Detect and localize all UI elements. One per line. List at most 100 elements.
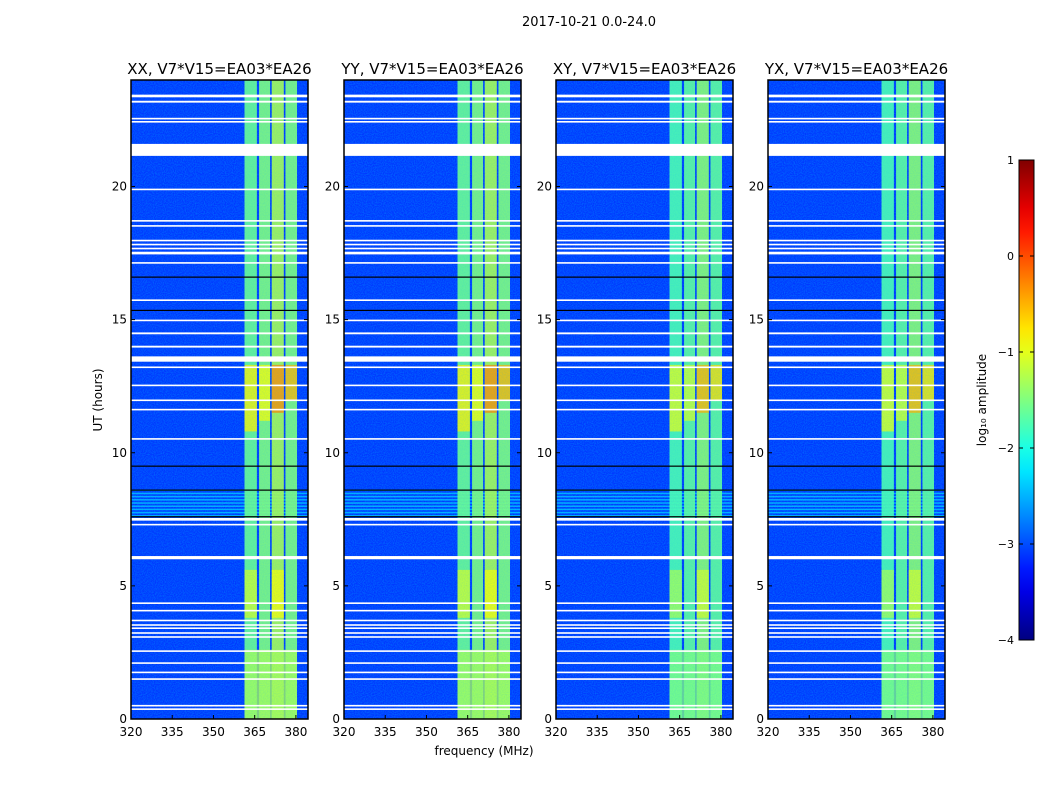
flagged-row bbox=[344, 251, 521, 255]
y-axis-label: UT (hours) bbox=[91, 368, 105, 431]
x-tick-label: 350 bbox=[415, 725, 438, 739]
colorbar-tick-label: 0 bbox=[1007, 250, 1014, 263]
y-tick-label: 20 bbox=[112, 180, 127, 194]
flagged-row bbox=[556, 650, 733, 652]
flagged-row bbox=[768, 438, 945, 440]
striped-row bbox=[768, 499, 945, 501]
flagged-row bbox=[131, 438, 308, 440]
flagged-row bbox=[344, 671, 521, 674]
dark-line bbox=[556, 276, 733, 278]
flagged-row bbox=[344, 708, 521, 710]
flagged-row bbox=[556, 609, 733, 612]
striped-row bbox=[344, 502, 521, 504]
x-tick-label: 380 bbox=[921, 725, 944, 739]
panel-title: XY, V7*V15=EA03*EA26 bbox=[553, 60, 736, 78]
striped-row bbox=[556, 505, 733, 507]
flagged-row bbox=[768, 356, 945, 362]
striped-row bbox=[556, 515, 733, 517]
dark-line bbox=[344, 309, 521, 312]
flagged-row bbox=[344, 399, 521, 402]
flagged-row bbox=[768, 704, 945, 707]
flagged-row bbox=[131, 384, 308, 387]
striped-row bbox=[768, 492, 945, 495]
x-tick-label: 335 bbox=[798, 725, 821, 739]
flagged-row bbox=[768, 319, 945, 322]
flagged-row bbox=[131, 251, 308, 255]
flagged-row bbox=[131, 220, 308, 222]
dark-line bbox=[131, 465, 308, 467]
flagged-row bbox=[768, 384, 945, 387]
flagged-row bbox=[768, 117, 945, 120]
panel-xy: XY, V7*V15=EA03*EA26 0 5 10 15 20 320 335 350 365… bbox=[537, 60, 736, 739]
figure-title: 2017-10-21 0.0-24.0 bbox=[522, 15, 656, 30]
y-tick-label: 20 bbox=[749, 180, 764, 194]
panel-frame bbox=[343, 79, 522, 720]
flagged-row bbox=[131, 517, 308, 521]
heatmap bbox=[344, 80, 521, 719]
flagged-row bbox=[344, 556, 521, 560]
flagged-row bbox=[131, 121, 308, 123]
dark-line bbox=[344, 465, 521, 467]
colorbar-tick-label: −3 bbox=[998, 538, 1014, 551]
flagged-row bbox=[556, 143, 733, 156]
dark-line bbox=[768, 276, 945, 278]
flagged-row bbox=[131, 188, 308, 191]
flagged-row bbox=[556, 704, 733, 707]
striped-row bbox=[131, 511, 308, 514]
flagged-row bbox=[556, 121, 733, 123]
striped-row bbox=[131, 515, 308, 517]
flagged-row bbox=[131, 678, 308, 680]
dark-line bbox=[344, 276, 521, 278]
flagged-row bbox=[344, 225, 521, 227]
x-tick-label: 335 bbox=[586, 725, 609, 739]
flagged-row bbox=[556, 662, 733, 664]
y-tick-label: 10 bbox=[325, 446, 340, 460]
flagged-row bbox=[768, 225, 945, 227]
flagged-row bbox=[556, 619, 733, 622]
flagged-row bbox=[768, 332, 945, 335]
striped-row bbox=[131, 505, 308, 507]
flagged-row bbox=[556, 438, 733, 440]
flagged-row bbox=[344, 332, 521, 335]
dark-line bbox=[556, 489, 733, 491]
colorbar: 1 0 −1 −2 −3 −4 bbox=[998, 154, 1035, 647]
flagged-row bbox=[131, 624, 308, 626]
dark-line bbox=[556, 516, 733, 518]
flagged-row bbox=[131, 708, 308, 710]
x-tick-label: 380 bbox=[709, 725, 732, 739]
flagged-row bbox=[131, 299, 308, 301]
heatmap bbox=[556, 80, 733, 719]
x-tick-label: 380 bbox=[284, 725, 307, 739]
flagged-row bbox=[768, 366, 945, 369]
flagged-row bbox=[556, 399, 733, 402]
panel-frame bbox=[555, 79, 734, 720]
panel-xx: XX, V7*V15=EA03*EA26 0 5 10 15 20 320 335 350 365… bbox=[112, 60, 312, 739]
heatmap bbox=[131, 80, 308, 719]
y-tick-label: 0 bbox=[332, 712, 340, 726]
x-tick-label: 320 bbox=[333, 725, 356, 739]
flagged-row bbox=[556, 100, 733, 103]
flagged-row bbox=[768, 188, 945, 191]
flagged-row bbox=[768, 517, 945, 521]
flagged-row bbox=[556, 94, 733, 98]
panel-title: XX, V7*V15=EA03*EA26 bbox=[127, 60, 311, 78]
flagged-row bbox=[556, 671, 733, 674]
flagged-row bbox=[768, 632, 945, 634]
flagged-row bbox=[768, 627, 945, 630]
panel-frame bbox=[767, 79, 946, 720]
colorbar-tick-label: −1 bbox=[998, 346, 1014, 359]
flagged-row bbox=[131, 609, 308, 612]
flagged-row bbox=[131, 602, 308, 604]
panel-title: YX, V7*V15=EA03*EA26 bbox=[764, 60, 948, 78]
striped-row bbox=[556, 511, 733, 514]
flagged-row bbox=[768, 251, 945, 255]
flagged-row bbox=[131, 671, 308, 674]
dark-line bbox=[131, 309, 308, 312]
flagged-row bbox=[344, 704, 521, 707]
flagged-row bbox=[768, 243, 945, 246]
flagged-row bbox=[768, 143, 945, 156]
flagged-row bbox=[344, 121, 521, 123]
flagged-row bbox=[556, 556, 733, 560]
striped-row bbox=[344, 505, 521, 507]
flagged-row bbox=[131, 225, 308, 227]
